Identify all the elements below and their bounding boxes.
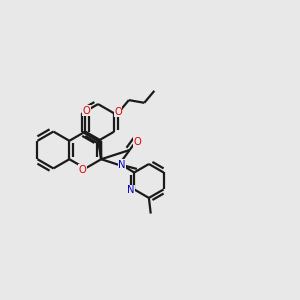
Text: O: O <box>114 107 122 117</box>
Text: O: O <box>134 137 142 147</box>
Text: N: N <box>118 160 125 170</box>
Text: O: O <box>79 165 86 175</box>
Text: N: N <box>127 185 134 195</box>
Text: O: O <box>83 106 91 116</box>
